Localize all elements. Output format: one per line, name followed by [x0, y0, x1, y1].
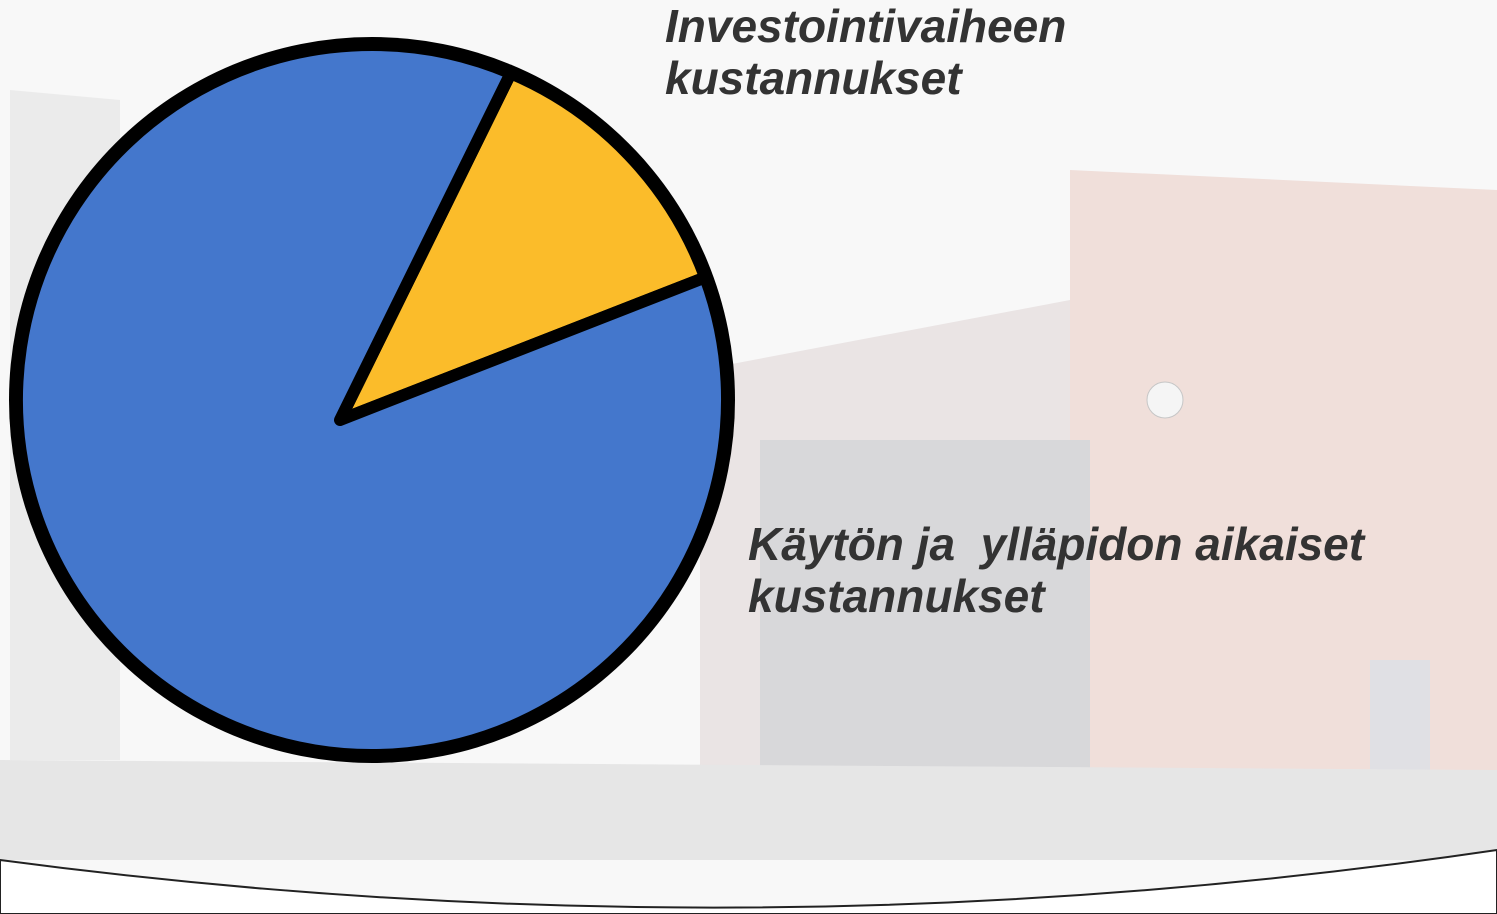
slice-label: Käytön ja ylläpidon aikaiset kustannukse…	[748, 518, 1488, 622]
pie	[9, 37, 735, 763]
slice-label: Investointivaiheen kustannukset	[665, 0, 1185, 104]
chart	[0, 0, 1497, 914]
brick-facade	[1070, 170, 1497, 840]
clock	[1147, 382, 1183, 418]
slide: {"chart_data": {"type": "pie", "categori…	[0, 0, 1497, 914]
stairs	[0, 760, 1497, 860]
